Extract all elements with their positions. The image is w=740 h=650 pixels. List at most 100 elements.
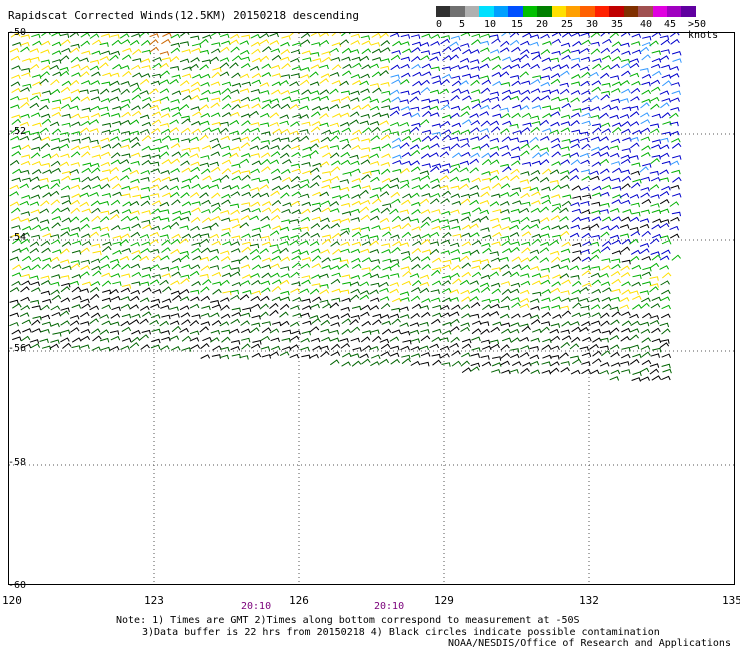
wind-barb — [599, 209, 609, 214]
wind-barb — [611, 311, 621, 318]
wind-barb — [280, 296, 291, 302]
wind-barb — [452, 278, 462, 285]
wind-barb — [541, 361, 551, 366]
wind-barb — [260, 158, 271, 165]
wind-barb — [401, 135, 412, 142]
wind-barb — [250, 187, 260, 192]
wind-barb — [351, 360, 362, 367]
wind-barb — [251, 227, 262, 233]
wind-barb — [181, 49, 191, 54]
wind-barb — [161, 298, 172, 303]
wind-barb — [431, 163, 442, 168]
wind-barb — [221, 227, 231, 233]
wind-barb — [591, 216, 602, 221]
wind-barb — [300, 346, 310, 352]
wind-barb — [250, 295, 261, 302]
wind-barb — [70, 89, 81, 94]
wind-barb — [211, 354, 221, 359]
wind-barb — [620, 169, 631, 175]
wind-barb — [530, 305, 540, 311]
wind-barb — [101, 272, 111, 278]
wind-barb — [459, 255, 470, 262]
wind-barb — [590, 48, 601, 55]
wind-barb — [359, 80, 369, 86]
colorbar-tick-label: 10 — [484, 19, 497, 30]
wind-barb — [331, 272, 341, 278]
wind-barb — [560, 248, 571, 254]
wind-barb — [269, 230, 280, 236]
wind-barb — [41, 118, 52, 125]
wind-barb — [600, 122, 611, 127]
wind-barb — [121, 167, 132, 173]
wind-barb — [582, 282, 592, 288]
wind-barb — [601, 240, 612, 247]
wind-barb — [410, 192, 420, 199]
wind-barb — [621, 106, 632, 112]
wind-barb — [159, 62, 169, 69]
wind-barb — [50, 179, 61, 184]
wind-barb — [180, 277, 190, 285]
wind-barb — [421, 63, 432, 69]
wind-barb — [631, 129, 642, 135]
wind-barb — [479, 199, 490, 205]
wind-barb — [320, 328, 330, 334]
wind-barb — [221, 94, 232, 101]
wind-barb — [381, 143, 392, 149]
wind-barb — [211, 215, 221, 221]
wind-barb — [60, 275, 70, 280]
wind-barb — [610, 48, 621, 54]
wind-barb — [331, 288, 341, 294]
wind-barb — [131, 94, 142, 101]
wind-barb — [451, 225, 461, 231]
wind-barb — [140, 200, 151, 207]
wind-barb — [580, 80, 590, 87]
wind-barb — [281, 337, 291, 343]
wind-barb — [560, 159, 571, 165]
wind-barb — [591, 192, 602, 197]
wind-barb — [669, 160, 680, 166]
wind-barb — [451, 264, 461, 271]
wind-barb — [520, 89, 531, 95]
wind-barb — [361, 138, 371, 143]
wind-barb — [502, 248, 512, 254]
wind-barb — [471, 145, 481, 151]
wind-barb — [460, 129, 471, 134]
wind-barb — [592, 185, 602, 191]
wind-barb — [410, 106, 420, 112]
wind-barb — [540, 274, 550, 280]
wind-barb — [250, 343, 261, 349]
wind-barb — [80, 247, 90, 254]
wind-barb — [621, 128, 631, 134]
wind-barb — [41, 65, 51, 71]
wind-barb — [592, 63, 602, 70]
wind-barb — [669, 112, 679, 119]
wind-barb — [620, 154, 631, 160]
wind-barb — [71, 345, 81, 350]
wind-barb — [481, 79, 492, 85]
wind-barb — [509, 33, 520, 38]
wind-barb — [609, 105, 619, 111]
wind-barb — [281, 176, 292, 182]
wind-barb — [540, 279, 551, 285]
wind-barb — [351, 184, 362, 189]
wind-barb — [612, 185, 622, 191]
wind-barb — [542, 66, 552, 71]
wind-barb — [260, 335, 271, 342]
wind-barb — [80, 33, 91, 38]
wind-barb — [450, 112, 460, 119]
wind-barb — [200, 184, 211, 190]
wind-barb — [659, 255, 670, 261]
wind-barb — [429, 343, 440, 349]
wind-barb — [319, 299, 329, 305]
wind-barb — [529, 360, 540, 366]
wind-barb — [650, 103, 660, 110]
wind-barb — [341, 318, 352, 325]
wind-barb — [569, 168, 579, 174]
wind-barb — [60, 248, 70, 255]
wind-barb — [340, 218, 351, 223]
wind-barb — [241, 343, 251, 350]
wind-barb — [101, 122, 112, 128]
wind-barb — [449, 242, 460, 248]
wind-barb — [112, 281, 122, 286]
wind-barb — [489, 201, 500, 207]
